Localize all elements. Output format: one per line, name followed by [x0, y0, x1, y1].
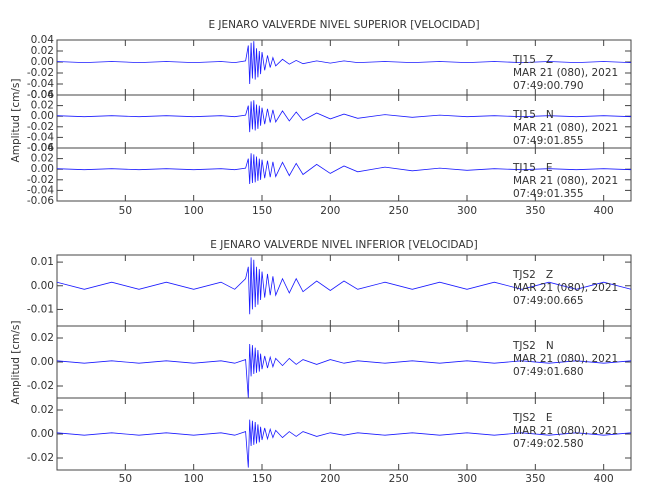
- trace-annotation: MAR 21 (080), 2021: [513, 282, 618, 294]
- trace-label: TJ15 Z: [512, 54, 553, 66]
- y-tick-label: 0.02: [31, 153, 54, 165]
- trace-annotation: MAR 21 (080), 2021: [513, 67, 618, 79]
- y-tick-label: -0.02: [27, 174, 54, 186]
- y-tick-label: -0.02: [27, 452, 54, 464]
- y-tick-label: -0.02: [27, 67, 54, 79]
- x-tick-label: 50: [119, 205, 132, 217]
- y-tick-label: -0.06: [27, 142, 54, 154]
- trace-label: TJ15 E: [512, 162, 553, 174]
- y-tick-label: 0.02: [31, 100, 54, 112]
- x-tick-label: 200: [320, 473, 340, 485]
- y-tick-label: 0.00: [31, 56, 54, 68]
- y-tick-label: 0.00: [31, 110, 54, 122]
- x-tick-label: 150: [252, 205, 272, 217]
- x-tick-label: 200: [320, 205, 340, 217]
- trace-label: TJS2 N: [512, 340, 554, 352]
- y-tick-label: 0.02: [31, 45, 54, 57]
- y-tick-label: -0.02: [27, 121, 54, 133]
- x-tick-label: 300: [457, 473, 477, 485]
- trace-annotation: MAR 21 (080), 2021: [513, 122, 618, 134]
- y-tick-label: -0.02: [27, 380, 54, 392]
- waveform: [56, 257, 632, 315]
- y-tick-label: -0.06: [27, 89, 54, 101]
- y-tick-label: 0.04: [31, 89, 55, 101]
- x-tick-label: 250: [389, 205, 409, 217]
- chart-title: E JENARO VALVERDE NIVEL INFERIOR [VELOCI…: [210, 239, 477, 251]
- trace-label: TJ15 N: [512, 109, 554, 121]
- y-tick-label: 0.00: [31, 428, 54, 440]
- x-tick-label: 400: [594, 473, 614, 485]
- waveform: [56, 343, 632, 399]
- trace-annotation: 07:49:00.665: [513, 295, 584, 307]
- x-tick-label: 100: [184, 473, 204, 485]
- waveform: [56, 100, 632, 133]
- x-tick-label: 350: [525, 473, 545, 485]
- y-tick-label: -0.01: [27, 303, 54, 315]
- trace-annotation: MAR 21 (080), 2021: [513, 175, 618, 187]
- y-tick-label: 0.02: [31, 404, 54, 416]
- y-tick-label: -0.04: [27, 184, 54, 196]
- y-tick-label: 0.01: [31, 256, 54, 268]
- trace-annotation: 07:49:00.790: [513, 80, 584, 92]
- trace-annotation: 07:49:01.680: [513, 366, 584, 378]
- y-axis-label: Amplitud [cm/s]: [10, 321, 22, 405]
- waveform: [56, 41, 632, 85]
- panel-frame: [56, 147, 632, 202]
- trace-annotation: 07:49:02.580: [513, 438, 584, 450]
- trace-annotation: MAR 21 (080), 2021: [513, 353, 618, 365]
- y-tick-label: -0.06: [27, 195, 54, 207]
- trace-annotation: MAR 21 (080), 2021: [513, 425, 618, 437]
- x-tick-label: 300: [457, 205, 477, 217]
- trace-label: TJS2 E: [512, 412, 553, 424]
- x-tick-label: 400: [594, 205, 614, 217]
- x-tick-label: 250: [389, 473, 409, 485]
- waveform: [56, 419, 632, 468]
- trace-label: TJS2 Z: [512, 269, 553, 281]
- x-tick-label: 150: [252, 473, 272, 485]
- y-tick-label: -0.04: [27, 78, 54, 90]
- y-tick-label: 0.00: [31, 163, 54, 175]
- chart-title: E JENARO VALVERDE NIVEL SUPERIOR [VELOCI…: [208, 19, 479, 31]
- trace-annotation: 07:49:01.855: [513, 135, 584, 147]
- y-tick-label: 0.02: [31, 332, 54, 344]
- x-tick-label: 350: [525, 205, 545, 217]
- x-tick-label: 100: [184, 205, 204, 217]
- y-axis-label: Amplitud [cm/s]: [10, 79, 22, 163]
- y-tick-label: 0.04: [31, 142, 55, 154]
- y-tick-label: 0.04: [31, 34, 55, 46]
- x-tick-label: 50: [119, 473, 132, 485]
- y-tick-label: -0.04: [27, 131, 54, 143]
- trace-annotation: 07:49:01.355: [513, 188, 584, 200]
- y-tick-label: 0.00: [31, 280, 54, 292]
- waveform: [56, 153, 632, 185]
- y-tick-label: 0.00: [31, 356, 54, 368]
